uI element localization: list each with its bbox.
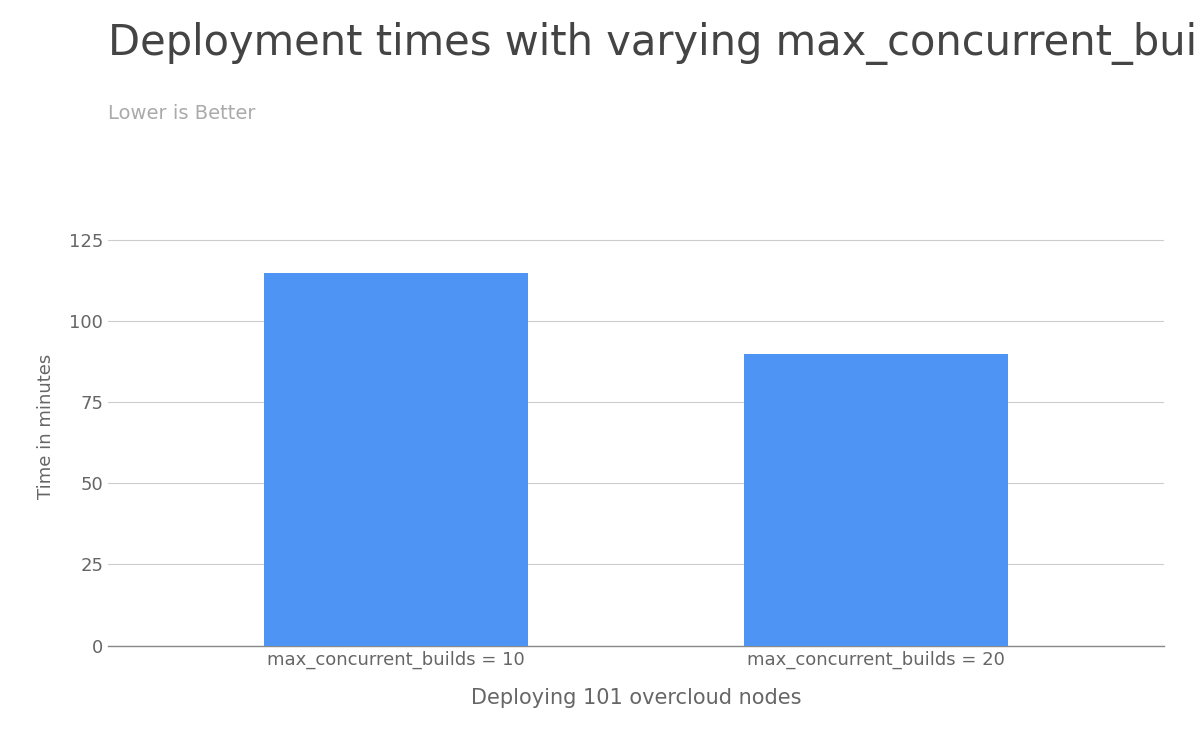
X-axis label: Deploying 101 overcloud nodes: Deploying 101 overcloud nodes	[470, 688, 802, 708]
Bar	[744, 354, 1008, 646]
Y-axis label: Time in minutes: Time in minutes	[37, 354, 55, 499]
Text: Deployment times with varying max_concurrent_builds: Deployment times with varying max_concur…	[108, 22, 1200, 65]
Bar	[264, 272, 528, 646]
Text: Lower is Better: Lower is Better	[108, 104, 256, 123]
